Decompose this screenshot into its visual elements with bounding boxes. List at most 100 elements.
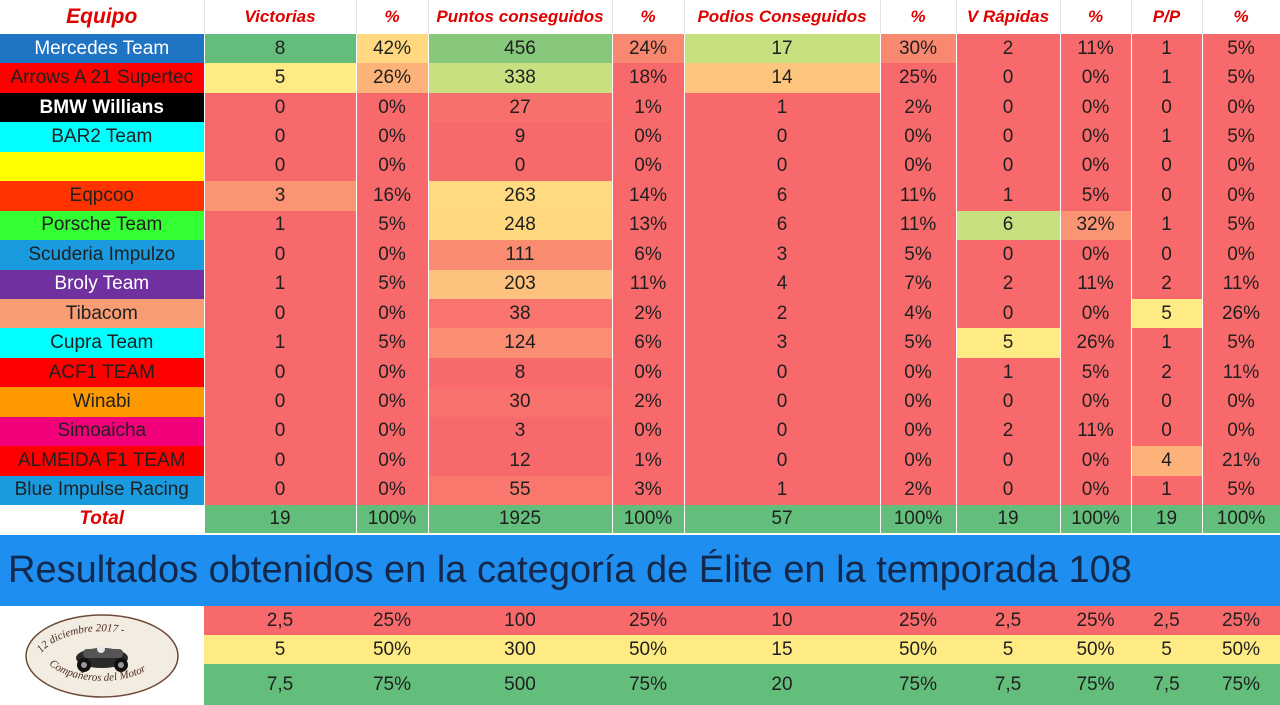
value-cell[interactable]: 14 xyxy=(684,63,881,93)
value-cell[interactable]: 1 xyxy=(684,92,881,123)
value-cell[interactable]: 0% xyxy=(612,151,685,182)
value-cell[interactable]: 55 xyxy=(428,475,613,505)
value-cell[interactable]: 1 xyxy=(956,181,1061,211)
reference-value-cell[interactable]: 75% xyxy=(1060,664,1131,705)
value-cell[interactable]: 0% xyxy=(1060,122,1132,152)
value-cell[interactable]: 0 xyxy=(1131,151,1203,182)
value-cell[interactable]: 0% xyxy=(612,122,685,152)
total-value-cell[interactable]: 1925 xyxy=(428,505,613,533)
value-cell[interactable]: 25% xyxy=(880,63,957,93)
value-cell[interactable]: 0% xyxy=(356,387,429,417)
value-cell[interactable]: 5% xyxy=(356,210,429,241)
reference-value-cell[interactable]: 20 xyxy=(684,664,880,705)
value-cell[interactable]: 4% xyxy=(880,298,957,329)
reference-value-cell[interactable]: 50% xyxy=(356,635,428,664)
value-cell[interactable]: 0 xyxy=(684,416,881,447)
value-cell[interactable]: 0% xyxy=(880,357,957,388)
value-cell[interactable]: 1 xyxy=(1131,475,1203,505)
team-name-cell[interactable]: Scuderia Impulzo xyxy=(0,240,205,270)
value-cell[interactable]: 11% xyxy=(1202,357,1280,388)
value-cell[interactable]: 0 xyxy=(204,475,357,505)
value-cell[interactable]: 0% xyxy=(356,475,429,505)
value-cell[interactable]: 456 xyxy=(428,34,613,64)
value-cell[interactable]: 0% xyxy=(356,92,429,123)
value-cell[interactable]: 0 xyxy=(1131,416,1203,447)
value-cell[interactable]: 0% xyxy=(356,357,429,388)
value-cell[interactable]: 5% xyxy=(1202,210,1280,241)
value-cell[interactable]: 27 xyxy=(428,92,613,123)
reference-value-cell[interactable]: 300 xyxy=(428,635,612,664)
value-cell[interactable]: 11% xyxy=(1060,269,1132,299)
value-cell[interactable]: 0 xyxy=(956,475,1061,505)
value-cell[interactable]: 0 xyxy=(204,298,357,329)
header-cell-pct-podios[interactable]: % xyxy=(880,0,957,34)
value-cell[interactable]: 1 xyxy=(204,210,357,241)
value-cell[interactable]: 1% xyxy=(612,92,685,123)
header-cell-v-rapidas[interactable]: V Rápidas xyxy=(956,0,1061,34)
value-cell[interactable]: 248 xyxy=(428,210,613,241)
value-cell[interactable]: 0 xyxy=(956,240,1061,270)
value-cell[interactable]: 0 xyxy=(684,151,881,182)
value-cell[interactable]: 0% xyxy=(1202,92,1280,123)
team-name-cell[interactable]: ACF1 TEAM xyxy=(0,357,205,388)
reference-value-cell[interactable]: 7,5 xyxy=(956,664,1060,705)
reference-value-cell[interactable]: 50% xyxy=(1060,635,1131,664)
value-cell[interactable]: 6 xyxy=(956,210,1061,241)
value-cell[interactable]: 0 xyxy=(204,446,357,476)
team-name-cell[interactable]: Simoaicha xyxy=(0,416,205,447)
team-name-cell[interactable] xyxy=(0,151,205,182)
value-cell[interactable]: 0 xyxy=(1131,240,1203,270)
value-cell[interactable]: 0% xyxy=(1060,92,1132,123)
value-cell[interactable]: 0 xyxy=(204,357,357,388)
value-cell[interactable]: 5% xyxy=(1202,328,1280,358)
value-cell[interactable]: 7% xyxy=(880,269,957,299)
value-cell[interactable]: 111 xyxy=(428,240,613,270)
value-cell[interactable]: 6% xyxy=(612,328,685,358)
value-cell[interactable]: 5 xyxy=(1131,298,1203,329)
value-cell[interactable]: 0% xyxy=(1060,446,1132,476)
value-cell[interactable]: 42% xyxy=(356,34,429,64)
reference-value-cell[interactable]: 2,5 xyxy=(956,606,1060,635)
value-cell[interactable]: 5% xyxy=(1060,181,1132,211)
value-cell[interactable]: 0% xyxy=(880,446,957,476)
value-cell[interactable]: 2 xyxy=(956,416,1061,447)
value-cell[interactable]: 1 xyxy=(1131,122,1203,152)
value-cell[interactable]: 0 xyxy=(204,416,357,447)
team-name-cell[interactable]: Porsche Team xyxy=(0,210,205,241)
value-cell[interactable]: 11% xyxy=(880,181,957,211)
reference-value-cell[interactable]: 75% xyxy=(612,664,684,705)
value-cell[interactable]: 0 xyxy=(1131,181,1203,211)
total-value-cell[interactable]: 100% xyxy=(356,505,429,533)
header-cell-pct-puntos[interactable]: % xyxy=(612,0,685,34)
value-cell[interactable]: 0 xyxy=(204,92,357,123)
reference-value-cell[interactable]: 100 xyxy=(428,606,612,635)
reference-value-cell[interactable]: 5 xyxy=(956,635,1060,664)
header-cell-puntos[interactable]: Puntos conseguidos xyxy=(428,0,613,34)
value-cell[interactable]: 30% xyxy=(880,34,957,64)
header-cell-victorias[interactable]: Victorias xyxy=(204,0,357,34)
value-cell[interactable]: 5% xyxy=(1202,475,1280,505)
value-cell[interactable]: 8 xyxy=(204,34,357,64)
reference-value-cell[interactable]: 25% xyxy=(1060,606,1131,635)
value-cell[interactable]: 1 xyxy=(1131,210,1203,241)
value-cell[interactable]: 0 xyxy=(684,357,881,388)
value-cell[interactable]: 6 xyxy=(684,181,881,211)
value-cell[interactable]: 5 xyxy=(204,63,357,93)
value-cell[interactable]: 2 xyxy=(956,34,1061,64)
value-cell[interactable]: 21% xyxy=(1202,446,1280,476)
value-cell[interactable]: 0% xyxy=(1060,298,1132,329)
team-name-cell[interactable]: Broly Team xyxy=(0,269,205,299)
value-cell[interactable]: 0 xyxy=(956,387,1061,417)
value-cell[interactable]: 0 xyxy=(956,298,1061,329)
value-cell[interactable]: 0 xyxy=(204,387,357,417)
value-cell[interactable]: 1 xyxy=(956,357,1061,388)
team-name-cell[interactable]: Arrows A 21 Supertec xyxy=(0,63,205,93)
reference-value-cell[interactable]: 2,5 xyxy=(1131,606,1202,635)
reference-value-cell[interactable]: 50% xyxy=(612,635,684,664)
value-cell[interactable]: 1 xyxy=(204,269,357,299)
value-cell[interactable]: 5% xyxy=(880,240,957,270)
value-cell[interactable]: 18% xyxy=(612,63,685,93)
reference-value-cell[interactable]: 15 xyxy=(684,635,880,664)
value-cell[interactable]: 11% xyxy=(1060,416,1132,447)
total-value-cell[interactable]: 19 xyxy=(956,505,1061,533)
